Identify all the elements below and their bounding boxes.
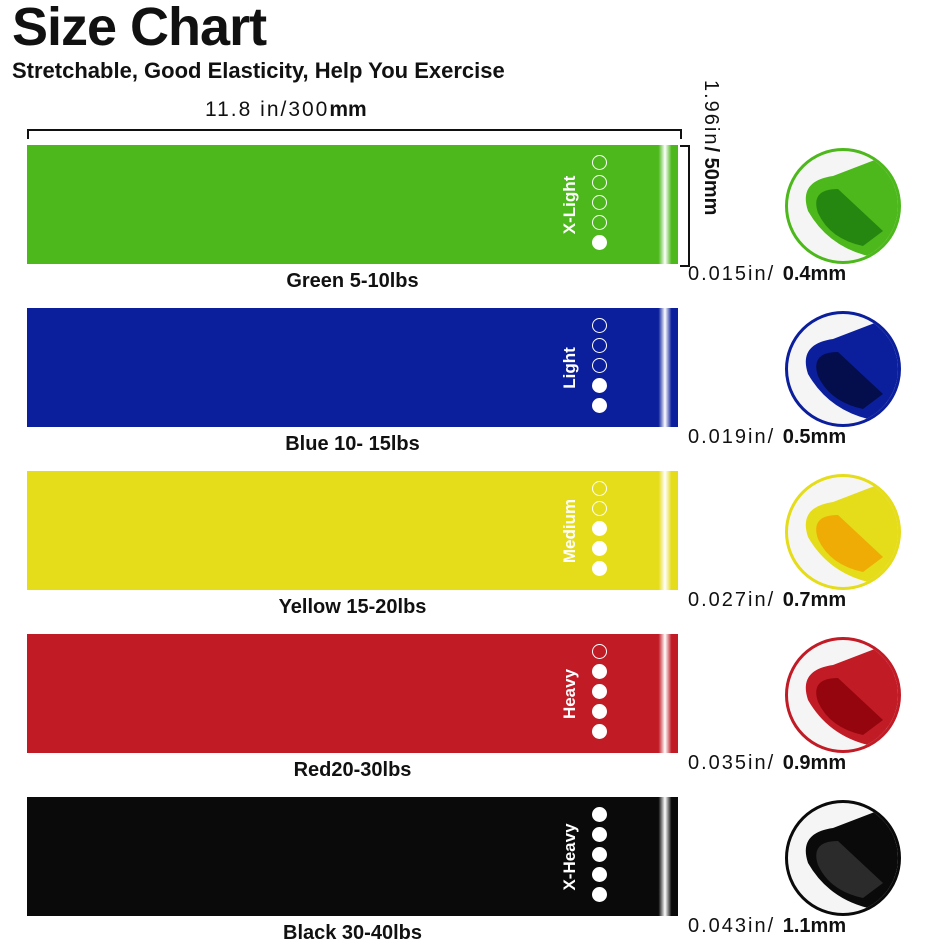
level-label: Light — [560, 346, 579, 389]
thickness-mm: 0.5mm — [782, 426, 847, 448]
level-dot — [592, 338, 607, 353]
level-dot — [592, 235, 607, 250]
level-dot — [592, 175, 607, 190]
level-dot — [592, 521, 607, 536]
thickness-in: 0.043in/ — [688, 915, 776, 937]
page-title: Size Chart — [12, 0, 267, 57]
level-dots — [592, 155, 607, 250]
level-dots — [592, 644, 607, 739]
level-dot — [592, 561, 607, 576]
band-4: X-Heavy — [27, 797, 678, 916]
width-label: 1.96in/ 50mm — [699, 80, 722, 215]
thickness-mm: 1.1mm — [782, 915, 847, 937]
level-dot — [592, 501, 607, 516]
width-bracket — [680, 145, 690, 267]
thickness-in: 0.035in/ — [688, 752, 776, 774]
band-2: Medium — [27, 471, 678, 590]
band-cross-section-image — [785, 637, 901, 753]
band-0: X-Light — [27, 145, 678, 264]
length-value: 11.8 in/300 — [205, 98, 330, 121]
level-label: Heavy — [560, 668, 579, 719]
length-bracket — [27, 129, 682, 139]
band-name: Blue 10- 15lbs — [285, 433, 420, 455]
level-dots — [592, 807, 607, 902]
level-dot — [592, 481, 607, 496]
thickness-mm: 0.9mm — [782, 752, 847, 774]
level-label: X-Heavy — [560, 822, 579, 891]
level-dot — [592, 704, 607, 719]
level-dot — [592, 541, 607, 556]
thickness-label: 0.015in/ 0.4mm — [688, 263, 846, 286]
thickness-in: 0.027in/ — [688, 589, 776, 611]
level-dot — [592, 724, 607, 739]
width-value: 1.96in — [700, 80, 722, 147]
thickness-mm: 0.4mm — [782, 263, 847, 285]
band-cross-section-image — [785, 148, 901, 264]
length-label: 11.8 in/300mm — [205, 98, 367, 122]
thickness-label: 0.019in/ 0.5mm — [688, 426, 846, 449]
width-unit: / 50mm — [700, 146, 722, 216]
level-dot — [592, 318, 607, 333]
band-cross-section-image — [785, 311, 901, 427]
level-dot — [592, 827, 607, 842]
thickness-label: 0.035in/ 0.9mm — [688, 752, 846, 775]
band-name: Yellow 15-20lbs — [278, 596, 427, 618]
band-cross-section-image — [785, 474, 901, 590]
level-dot — [592, 215, 607, 230]
band-cross-section-image — [785, 800, 901, 916]
level-dot — [592, 195, 607, 210]
band-3: Heavy — [27, 634, 678, 753]
length-unit: mm — [329, 98, 367, 121]
level-dot — [592, 887, 607, 902]
level-dots — [592, 481, 607, 576]
level-label: Medium — [560, 498, 579, 563]
level-label: X-Light — [560, 175, 579, 234]
level-dot — [592, 684, 607, 699]
thickness-label: 0.027in/ 0.7mm — [688, 589, 846, 612]
level-dot — [592, 155, 607, 170]
level-dot — [592, 847, 607, 862]
level-dot — [592, 807, 607, 822]
subtitle: Stretchable, Good Elasticity, Help You E… — [12, 58, 505, 83]
thickness-label: 0.043in/ 1.1mm — [688, 915, 846, 938]
band-name: Green 5-10lbs — [286, 270, 419, 292]
thickness-in: 0.015in/ — [688, 263, 776, 285]
level-dots — [592, 318, 607, 413]
thickness-in: 0.019in/ — [688, 426, 776, 448]
band-name: Black 30-40lbs — [283, 922, 422, 944]
level-dot — [592, 358, 607, 373]
level-dot — [592, 664, 607, 679]
band-1: Light — [27, 308, 678, 427]
level-dot — [592, 398, 607, 413]
thickness-mm: 0.7mm — [782, 589, 847, 611]
level-dot — [592, 644, 607, 659]
band-name: Red20-30lbs — [293, 759, 412, 781]
level-dot — [592, 378, 607, 393]
level-dot — [592, 867, 607, 882]
